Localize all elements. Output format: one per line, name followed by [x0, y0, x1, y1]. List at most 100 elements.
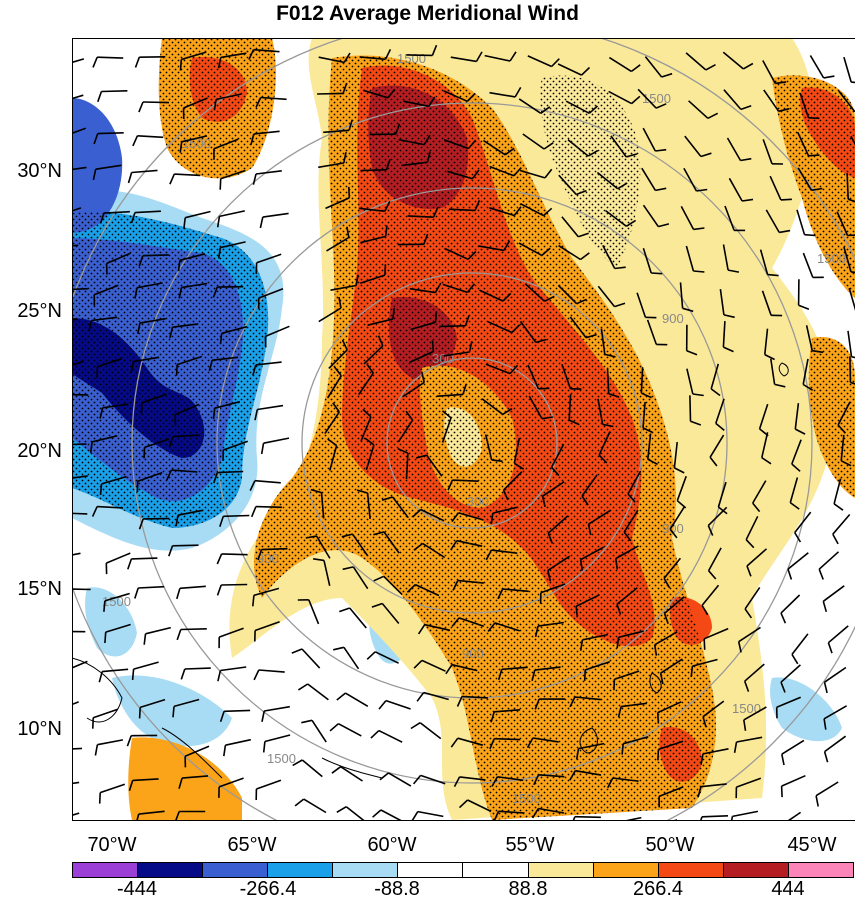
- wind-barb-flag: [292, 649, 302, 653]
- wind-barb-shaft: [575, 817, 601, 818]
- wind-barb-shaft: [782, 740, 804, 754]
- wind-barb-shaft: [223, 516, 249, 517]
- wind-barb-flag: [412, 812, 418, 820]
- lat-label-10n: 10°N: [0, 718, 62, 741]
- wind-barb-flag: [417, 693, 424, 702]
- wind-barb-shaft: [265, 735, 290, 742]
- wind-barb-flag: [792, 654, 798, 663]
- wind-barb-shaft: [224, 710, 250, 711]
- wind-barb-flag: [333, 647, 344, 650]
- wind-barb-flag: [99, 672, 102, 683]
- ring-label-1500-s: 1500: [512, 791, 541, 806]
- wind-barb-shaft: [850, 356, 851, 382]
- wind-barb-flag: [104, 601, 105, 612]
- wind-barb-shaft: [259, 670, 285, 672]
- wind-barb-shaft: [361, 170, 387, 171]
- wind-barb-shaft: [72, 589, 91, 590]
- wind-barb-shaft: [106, 553, 130, 563]
- wind-barb-flag: [658, 713, 659, 724]
- wind-barb-flag: [571, 817, 575, 820]
- wind-barb-flag: [93, 57, 97, 67]
- lon-label-55w: 55°W: [505, 834, 554, 857]
- wind-barb-shaft: [803, 253, 812, 277]
- wind-barb-shaft: [256, 171, 282, 174]
- wind-barb-flag: [788, 569, 791, 579]
- colorbar-swatch: [594, 863, 659, 877]
- wind-barb-flag: [782, 754, 784, 765]
- wind-barb-shaft: [792, 634, 808, 655]
- colorbar-label-neg266: -266.4: [240, 878, 297, 901]
- wind-barb-shaft: [308, 684, 329, 700]
- wind-barb-flag: [809, 118, 820, 119]
- wind-barb-flag: [809, 155, 820, 156]
- wind-barb-shaft: [185, 668, 211, 669]
- wind-barb-flag: [538, 388, 549, 389]
- wind-barb-flag: [385, 264, 386, 275]
- wind-barb-flag: [371, 731, 379, 739]
- wind-barb-shaft: [344, 647, 359, 669]
- wind-barb-flag: [101, 484, 102, 495]
- wind-barb-flag: [781, 199, 792, 200]
- wind-barb-shaft: [452, 480, 478, 481]
- ring-label-1500-sw: 1500: [267, 751, 296, 766]
- wind-barb-flag: [254, 670, 259, 680]
- wind-barb-flag: [699, 817, 703, 820]
- wind-barb-shaft: [732, 811, 758, 816]
- wind-barb-shaft: [823, 586, 844, 602]
- wind-barb-shaft: [138, 587, 164, 588]
- wind-barb-shaft: [221, 585, 247, 586]
- wind-barb-flag: [295, 799, 304, 806]
- colorbar-swatch: [203, 863, 268, 877]
- colorbar-swatch: [659, 863, 724, 877]
- wind-barb-flag: [224, 745, 226, 756]
- wind-barb-shaft: [97, 57, 123, 58]
- wind-barb-shaft: [134, 662, 159, 669]
- ring-label-900-s: 900: [462, 646, 484, 661]
- wind-barb-flag: [768, 275, 779, 276]
- wind-barb-shaft: [847, 173, 848, 199]
- wind-barb-flag: [433, 341, 434, 352]
- wind-barb-shaft: [72, 553, 81, 558]
- colorbar: [72, 862, 854, 878]
- wind-barb-flag: [825, 682, 828, 693]
- colorbar-label-neg88: -88.8: [374, 878, 420, 901]
- wind-barb-flag: [851, 82, 855, 83]
- wind-barb-shaft: [302, 760, 322, 777]
- wind-barb-shaft: [262, 549, 288, 550]
- wind-barb-shaft: [143, 255, 169, 256]
- wind-barb-flag: [127, 736, 131, 746]
- wind-barb-flag: [824, 76, 835, 78]
- wind-barb-flag: [140, 707, 141, 718]
- wind-barb-flag: [436, 311, 437, 322]
- wind-barb-shaft: [263, 213, 289, 217]
- wind-barb-flag: [337, 807, 347, 813]
- wind-barb-flag: [819, 569, 823, 579]
- wind-barb-shaft: [828, 626, 848, 643]
- wind-barb-shaft: [264, 438, 290, 443]
- lon-label-45w: 45°W: [787, 834, 836, 857]
- wind-barb-shaft: [98, 133, 124, 134]
- wind-barb-shaft: [132, 170, 158, 172]
- wind-barb-shaft: [312, 720, 326, 742]
- wind-barb-shaft: [173, 545, 199, 546]
- wind-barb-flag: [411, 723, 420, 729]
- lon-label-60w: 60°W: [367, 834, 416, 857]
- colorbar-swatch: [398, 863, 463, 877]
- wind-barb-shaft: [72, 702, 79, 711]
- wind-barb-flag: [133, 136, 138, 146]
- map-canvas: 300 300 900 900 900 900 1500 1500 1500 1…: [72, 38, 855, 820]
- ring-label-1500-e: 1500: [817, 251, 846, 266]
- wind-barb-shaft: [616, 818, 641, 820]
- wind-barb-shaft: [494, 739, 520, 740]
- wind-barb-shaft: [72, 444, 87, 445]
- colorbar-label-pos266: 266.4: [633, 878, 683, 901]
- wind-barb-shaft: [346, 807, 366, 820]
- wind-barb-flag: [181, 60, 182, 71]
- wind-barb-flag: [332, 767, 341, 774]
- wind-barb-shaft: [341, 767, 363, 781]
- lon-label-70w: 70°W: [87, 834, 136, 857]
- ring-label-300-south: 300: [467, 494, 489, 509]
- wind-barb-flag: [704, 639, 705, 650]
- wind-barb-flag: [95, 745, 97, 756]
- ring-label-1500-se: 1500: [732, 701, 761, 716]
